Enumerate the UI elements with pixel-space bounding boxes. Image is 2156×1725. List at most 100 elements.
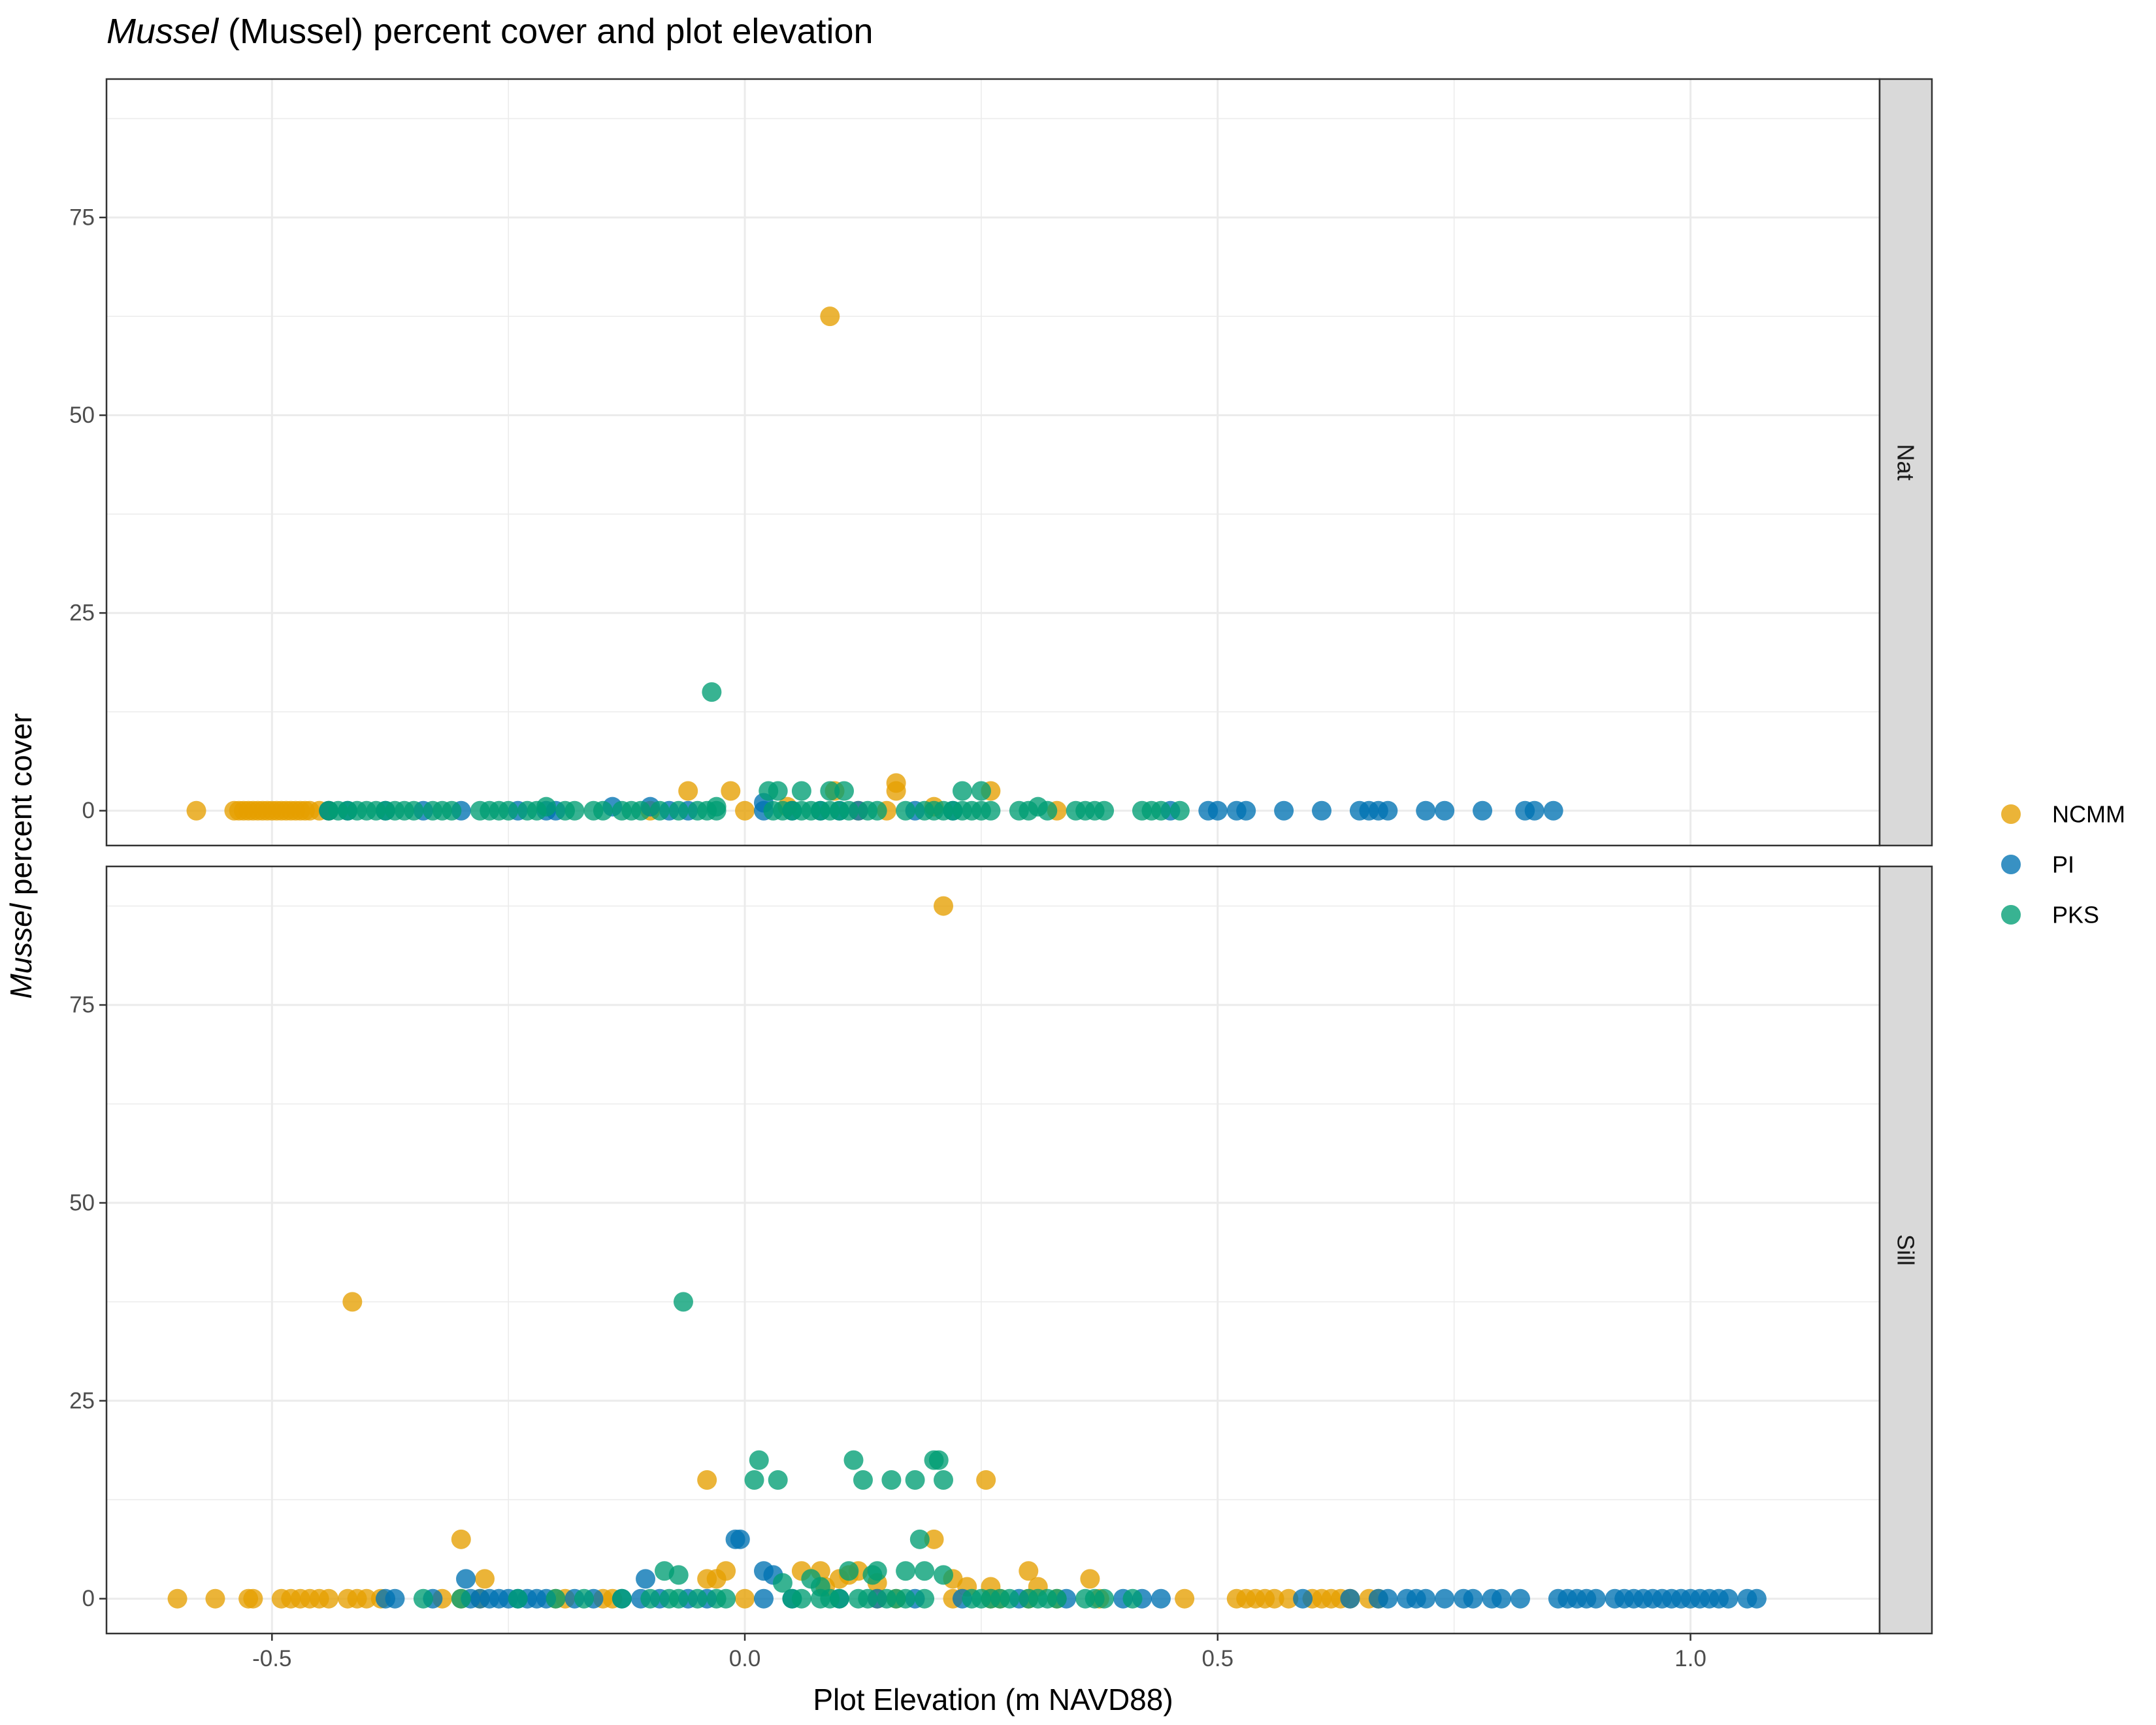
data-point-pks: [791, 1588, 811, 1609]
data-point-ncmm: [934, 896, 954, 916]
data-point-pks: [853, 1470, 873, 1490]
legend: NCMM PI PKS: [2001, 801, 2125, 928]
chart-title-italic: Mussel: [106, 12, 220, 51]
data-point-pks: [896, 1588, 916, 1609]
data-point-ncmm: [319, 1588, 339, 1609]
data-point-pi: [1718, 1588, 1739, 1609]
data-point-pks: [536, 797, 557, 817]
series-pks-sill: [413, 1292, 1143, 1609]
y-tick-label: 75: [69, 205, 95, 230]
data-point-pks: [820, 781, 840, 801]
x-tick-label: 1.0: [1674, 1646, 1707, 1671]
data-point-pi: [1492, 1588, 1512, 1609]
data-point-pks: [413, 1588, 433, 1609]
plot-area: Nat 0 25 50 75 Sill 0 25 50 75 -0.5 0.0 0.5 1.0: [69, 78, 1933, 1671]
data-point-ncmm: [886, 781, 906, 801]
data-point-pi: [1524, 800, 1544, 821]
data-point-pi: [1416, 800, 1436, 821]
facet-strip-sill: [1878, 865, 1933, 1635]
y-axis-label-rest: percent cover: [4, 713, 38, 903]
data-point-pks: [612, 1588, 632, 1609]
data-point-ncmm: [697, 1470, 717, 1490]
data-point-pks: [772, 1573, 792, 1593]
data-point-pks: [1000, 1588, 1020, 1609]
data-point-pks: [867, 800, 887, 821]
data-point-ncmm: [735, 1588, 755, 1609]
data-point-pi: [1293, 1588, 1313, 1609]
data-point-pi: [456, 1569, 476, 1589]
data-point-pks: [1169, 800, 1190, 821]
data-point-ncmm: [186, 800, 206, 821]
data-point-ncmm: [342, 1292, 363, 1312]
data-point-pks: [768, 1470, 788, 1490]
data-point-ncmm: [1019, 1561, 1039, 1581]
data-point-pks: [649, 800, 670, 821]
y-axis-label: Mussel percent cover: [4, 713, 38, 998]
data-point-pks: [768, 781, 788, 801]
data-point-ncmm: [451, 1529, 471, 1549]
y-tick-label: 0: [82, 798, 95, 823]
chart-title: Mussel (Mussel) percent cover and plot e…: [106, 12, 874, 51]
data-point-pks: [1122, 1588, 1143, 1609]
data-point-pks: [839, 800, 859, 821]
data-point-pi: [1463, 1588, 1483, 1609]
y-axis-label-italic: Mussel: [4, 902, 38, 998]
data-point-pks: [909, 1529, 930, 1549]
data-point-pks: [716, 1588, 736, 1609]
data-point-pks: [749, 1450, 769, 1470]
data-point-ncmm: [167, 1588, 188, 1609]
y-tick-label: 50: [69, 1190, 95, 1215]
data-point-pks: [451, 1588, 471, 1609]
data-point-pi: [1435, 1588, 1455, 1609]
legend-label-pi: PI: [2052, 851, 2074, 878]
data-point-ncmm: [678, 781, 698, 801]
data-point-ncmm: [1279, 1588, 1299, 1609]
facet-strip-label-nat: Nat: [1893, 444, 1919, 480]
data-point-pks: [839, 1561, 859, 1581]
data-point-ncmm: [474, 1569, 495, 1589]
panel-background-nat: [106, 79, 1880, 846]
data-point-pi: [1236, 800, 1256, 821]
data-point-pks: [630, 800, 651, 821]
data-point-ncmm: [735, 800, 755, 821]
data-point-pks: [934, 1565, 954, 1585]
data-point-pks: [843, 1450, 864, 1470]
data-point-ncmm: [1080, 1569, 1100, 1589]
data-point-pi: [1543, 800, 1563, 821]
facet-strip-label-sill: Sill: [1893, 1234, 1919, 1266]
data-point-pks: [673, 1292, 693, 1312]
data-point-pi: [385, 1588, 405, 1609]
data-point-pks: [706, 797, 727, 817]
data-point-pks: [668, 1588, 689, 1609]
data-point-pks: [896, 1561, 916, 1581]
data-point-pks: [593, 800, 613, 821]
data-point-pks: [574, 1588, 594, 1609]
data-point-pi: [730, 1529, 750, 1549]
facet-strip-nat: [1878, 78, 1933, 847]
data-point-pks: [702, 682, 722, 702]
data-point-pks: [546, 1588, 566, 1609]
data-point-ncmm: [820, 306, 840, 327]
panel-background-sill: [106, 866, 1880, 1634]
data-point-ncmm: [976, 1470, 996, 1490]
data-point-ncmm: [1264, 1588, 1284, 1609]
data-point-pi: [1340, 1588, 1360, 1609]
data-point-pks: [1037, 800, 1058, 821]
data-point-pks: [934, 1470, 954, 1490]
data-point-pks: [1094, 1588, 1115, 1609]
data-point-ncmm: [357, 1588, 377, 1609]
data-point-pi: [1151, 1588, 1171, 1609]
data-point-ncmm: [1175, 1588, 1195, 1609]
data-point-pks: [1151, 800, 1171, 821]
data-point-pks: [498, 800, 519, 821]
data-point-pks: [981, 800, 1001, 821]
legend-key-ncmm: [2001, 804, 2021, 824]
x-axis-label: Plot Elevation (m NAVD88): [813, 1683, 1173, 1717]
chart-title-rest: (Mussel) percent cover and plot elevatio…: [218, 12, 874, 51]
data-point-pi: [753, 1588, 774, 1609]
data-point-pi: [1435, 800, 1455, 821]
data-point-pks: [867, 1561, 887, 1581]
data-point-pks: [508, 1588, 528, 1609]
data-point-pks: [404, 800, 424, 821]
